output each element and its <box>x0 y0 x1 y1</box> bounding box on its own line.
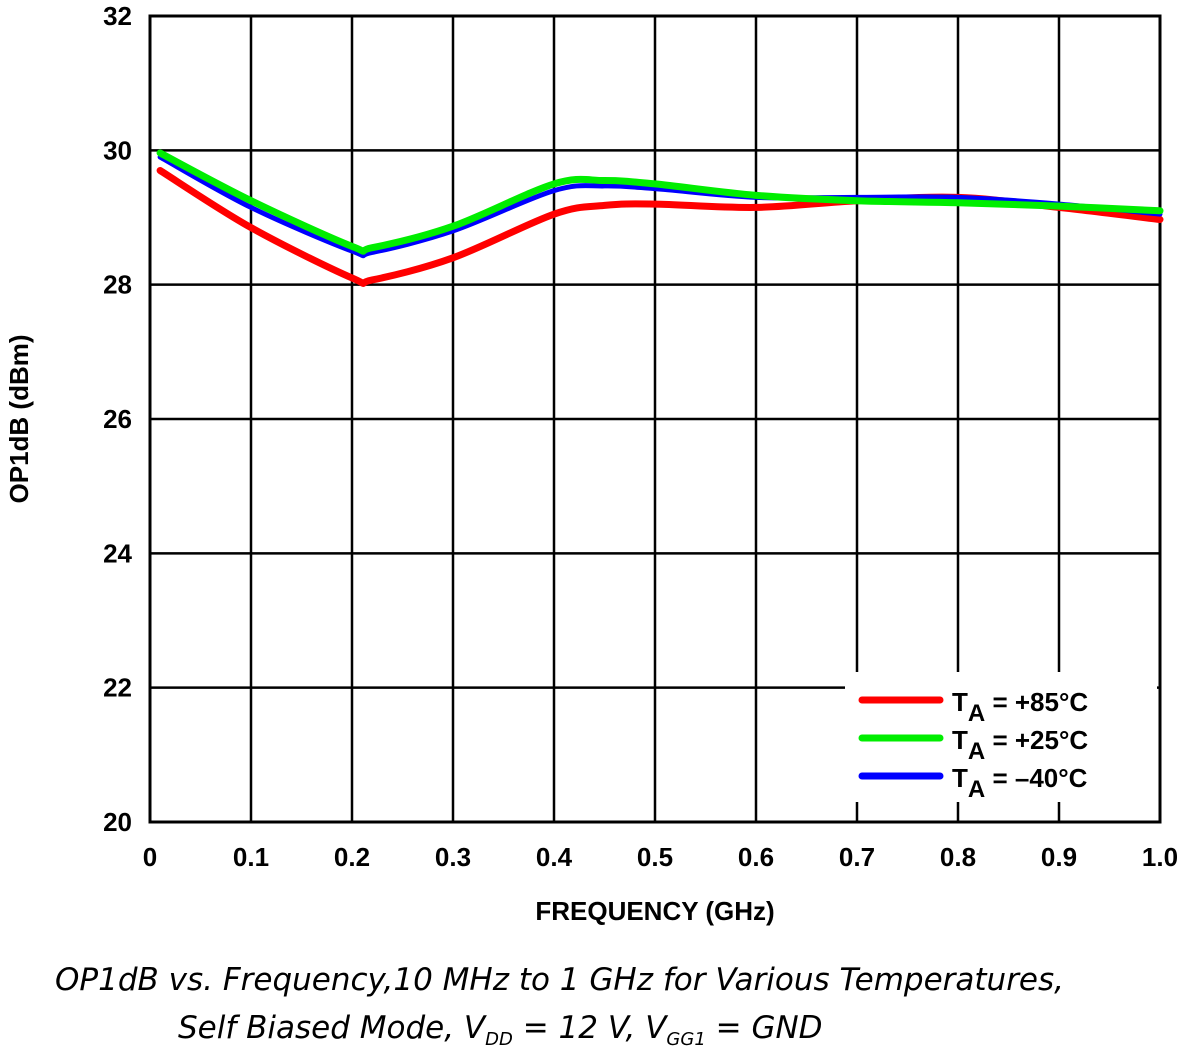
x-tick-label: 0.1 <box>233 842 269 872</box>
x-tick-label: 0.8 <box>940 842 976 872</box>
x-tick-label: 0 <box>143 842 157 872</box>
chart: 0 0.1 0.2 0.3 0.4 0.5 0.6 0.7 0.8 0.9 1.0 20 22 24 26 2… <box>4 1 1178 926</box>
series-line <box>157 154 1163 259</box>
legend-label: TA = –40°C <box>952 763 1088 803</box>
legend-label: TA = +25°C <box>952 725 1088 765</box>
caption-sub: GG1 <box>666 1029 706 1051</box>
caption-sub: DD <box>485 1029 513 1051</box>
x-axis-label: FREQUENCY (GHz) <box>535 896 774 926</box>
caption-text: = GND <box>705 1010 823 1046</box>
series-line <box>156 149 1164 255</box>
y-tick-label: 24 <box>103 538 132 568</box>
caption-line-2: Self Biased Mode, VDD = 12 V, VGG1 = GND <box>178 1010 823 1050</box>
y-tick-label: 26 <box>103 404 132 434</box>
x-tick-label: 0.2 <box>334 842 370 872</box>
caption-text: = 12 V, V <box>512 1010 667 1046</box>
x-tick-label: 0.9 <box>1041 842 1077 872</box>
caption-line-1: OP1dB vs. Frequency,10 MHz to 1 GHz for … <box>55 962 1065 998</box>
caption-text: Self Biased Mode, V <box>178 1010 486 1046</box>
y-tick-label: 30 <box>103 135 132 165</box>
x-tick-label: 0.6 <box>738 842 774 872</box>
x-tick-label: 1.0 <box>1142 842 1178 872</box>
legend-label: TA = +85°C <box>952 687 1088 727</box>
x-tick-label: 0.5 <box>637 842 673 872</box>
plot-frame <box>148 14 1162 824</box>
x-tick-label: 0.4 <box>536 842 573 872</box>
x-tick-label: 0.3 <box>435 842 471 872</box>
y-tick-label: 22 <box>103 673 132 703</box>
y-tick-label: 20 <box>103 807 132 837</box>
y-axis-label: OP1dB (dBm) <box>4 335 34 504</box>
x-tick-label: 0.7 <box>839 842 875 872</box>
y-tick-label: 32 <box>103 1 132 31</box>
y-tick-label: 28 <box>103 270 132 300</box>
